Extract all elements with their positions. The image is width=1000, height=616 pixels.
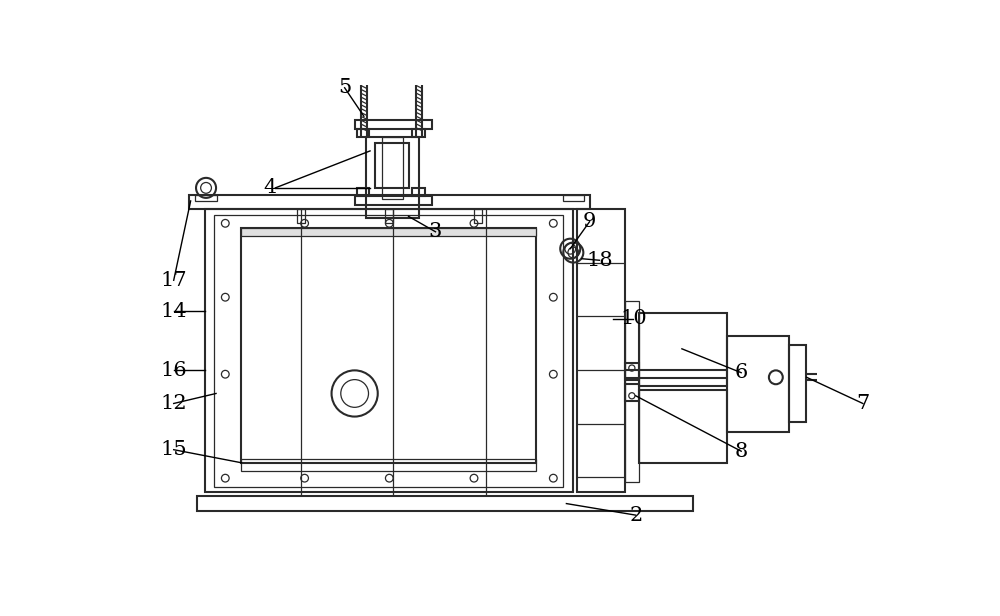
Bar [385,209,393,222]
Bar [357,129,369,137]
Text: 3: 3 [429,222,442,241]
Text: 5: 5 [338,78,351,97]
Bar [241,228,536,235]
Text: 17: 17 [160,271,187,290]
Bar [412,188,425,195]
Bar [625,301,639,482]
Text: 7: 7 [856,394,869,413]
Bar [727,336,789,432]
Bar [297,209,305,222]
Bar [366,137,419,218]
Bar [357,188,369,195]
Text: 4: 4 [263,179,277,197]
Bar [789,345,806,422]
Bar [355,195,432,205]
Text: 18: 18 [586,251,613,270]
Text: 10: 10 [620,309,647,328]
Text: 14: 14 [160,302,187,320]
Bar [625,363,639,379]
Bar [639,390,727,463]
Text: 2: 2 [629,506,642,525]
Bar [355,120,432,129]
Bar [241,228,536,463]
Bar [195,195,217,201]
Text: 16: 16 [160,361,187,380]
Bar [563,195,584,201]
Text: 9: 9 [583,213,596,231]
Bar [375,143,409,188]
Text: 6: 6 [735,363,748,382]
Bar [197,496,693,511]
Text: 12: 12 [160,394,187,413]
Bar [412,129,425,137]
Bar [625,384,639,401]
Bar [241,459,536,471]
Bar [189,195,590,209]
Bar [214,215,563,487]
Bar [205,209,573,492]
Bar [639,312,727,386]
Bar [577,209,625,492]
Bar [474,209,482,222]
Text: 8: 8 [735,442,748,461]
Text: 15: 15 [160,440,187,459]
Bar [382,137,403,198]
